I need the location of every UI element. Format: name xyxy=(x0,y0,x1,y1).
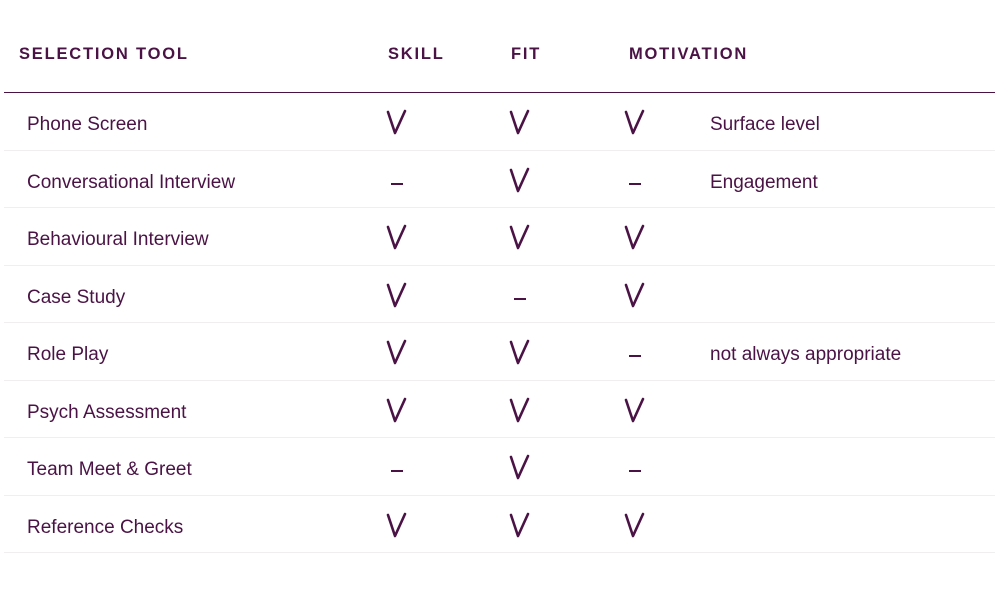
fit-checkmark-icon xyxy=(507,496,537,553)
selection-tool-name: Team Meet & Greet xyxy=(27,459,192,480)
table-row: Behavioural Interview xyxy=(4,208,995,266)
fit-checkmark-icon xyxy=(507,438,537,495)
table-body: Phone Screen Surface level Conversational … xyxy=(4,93,995,553)
table-row: Role Play not always appropriate xyxy=(4,323,995,381)
header-fit: FIT xyxy=(511,45,542,63)
skill-checkmark-icon xyxy=(384,266,414,323)
selection-tool-name: Role Play xyxy=(27,344,109,365)
skill-checkmark-icon xyxy=(384,381,414,438)
row-note: Surface level xyxy=(710,114,820,135)
selection-tool-name: Behavioural Interview xyxy=(27,229,209,250)
skill-dash-icon xyxy=(384,151,414,208)
table-row: Reference Checks xyxy=(4,496,995,553)
selection-tool-table: SELECTION TOOL SKILL FIT MOTIVATION Phon… xyxy=(4,0,995,553)
selection-tool-name: Phone Screen xyxy=(27,114,148,135)
selection-tool-name: Case Study xyxy=(27,286,126,308)
motivation-dash-icon xyxy=(622,438,652,495)
selection-tool-name: Conversational Interview xyxy=(27,171,236,193)
table-row: Conversational Interview Engagement xyxy=(4,151,995,208)
motivation-checkmark-icon xyxy=(622,381,652,438)
motivation-dash-icon xyxy=(622,323,652,380)
fit-checkmark-icon xyxy=(507,151,537,208)
header-skill: SKILL xyxy=(388,45,445,63)
motivation-checkmark-icon xyxy=(622,496,652,553)
skill-checkmark-icon xyxy=(384,323,414,380)
table-row: Team Meet & Greet xyxy=(4,438,995,496)
motivation-dash-icon xyxy=(622,151,652,208)
row-note: not always appropriate xyxy=(710,344,902,365)
fit-checkmark-icon xyxy=(507,208,537,265)
fit-dash-icon xyxy=(507,266,537,323)
table-header: SELECTION TOOL SKILL FIT MOTIVATION xyxy=(4,0,995,93)
selection-tool-name: Reference Checks xyxy=(27,516,184,538)
skill-checkmark-icon xyxy=(384,93,414,150)
fit-checkmark-icon xyxy=(507,93,537,150)
motivation-checkmark-icon xyxy=(622,266,652,323)
skill-dash-icon xyxy=(384,438,414,495)
table-row: Phone Screen Surface level xyxy=(4,93,995,151)
fit-checkmark-icon xyxy=(507,381,537,438)
skill-checkmark-icon xyxy=(384,496,414,553)
motivation-checkmark-icon xyxy=(622,93,652,150)
table-row: Case Study xyxy=(4,266,995,323)
selection-tool-name: Psych Assessment xyxy=(27,401,187,423)
motivation-checkmark-icon xyxy=(622,208,652,265)
row-note: Engagement xyxy=(710,171,818,193)
table-row: Psych Assessment xyxy=(4,381,995,438)
fit-checkmark-icon xyxy=(507,323,537,380)
skill-checkmark-icon xyxy=(384,208,414,265)
header-motivation: MOTIVATION xyxy=(629,45,749,63)
header-selection-tool: SELECTION TOOL xyxy=(19,45,189,63)
